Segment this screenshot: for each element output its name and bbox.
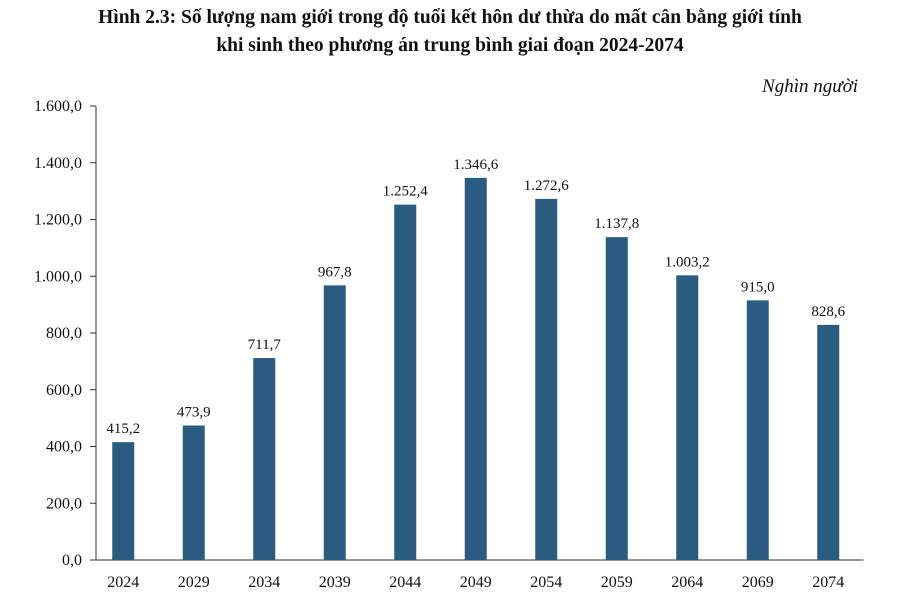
y-tick-label: 1.000,0 [34,268,82,285]
y-tick-label: 1.600,0 [34,98,82,115]
data-label-2074: 828,6 [811,304,845,320]
data-label-2024: 415,2 [106,421,140,437]
data-label-2039: 967,8 [318,264,352,280]
x-tick-label-2044: 2044 [389,574,421,591]
bar-2024 [112,442,135,560]
x-tick-label-2039: 2039 [319,574,351,591]
bar-2074 [817,324,840,560]
bar-2044 [394,204,417,560]
data-label-2069: 915,0 [741,279,775,295]
y-tick-label: 400,0 [46,439,82,456]
bar-2039 [323,285,346,560]
bar-2054 [535,198,558,560]
x-tick-label-2034: 2034 [248,574,280,591]
chart-title-line-2: khi sinh theo phương án trung bình giai … [216,35,684,56]
x-tick-label-2059: 2059 [601,574,633,591]
bar-2029 [182,425,205,560]
chart-title-line-1: Hình 2.3: Số lượng nam giới trong độ tuổ… [98,7,802,28]
y-tick-label: 0,0 [62,552,82,569]
y-tick-label: 200,0 [46,495,82,512]
y-tick-label: 800,0 [46,325,82,342]
data-label-2064: 1.003,2 [665,254,710,270]
x-tick-label-2049: 2049 [460,574,492,591]
y-tick-label: 1.400,0 [34,155,82,172]
y-tick-label: 1.200,0 [34,212,82,229]
unit-label: Nghìn người [762,76,858,97]
x-tick-label-2024: 2024 [107,574,139,591]
data-label-2054: 1.272,6 [524,178,570,194]
bar-2034 [253,358,276,560]
x-tick-label-2064: 2064 [671,574,703,591]
data-label-2049: 1.346,6 [453,157,499,173]
bar-2064 [676,275,699,560]
bar-2049 [464,177,487,560]
data-label-2034: 711,7 [248,337,282,353]
chart-title: Hình 2.3: Số lượng nam giới trong độ tuổ… [0,4,900,60]
x-tick-label-2054: 2054 [530,574,562,591]
bar-2059 [605,237,628,561]
x-tick-label-2029: 2029 [178,574,210,591]
x-tick-label-2074: 2074 [812,574,844,591]
data-label-2059: 1.137,8 [594,216,639,232]
data-label-2029: 473,9 [177,405,211,421]
data-label-2044: 1.252,4 [383,184,429,200]
bar-2069 [746,300,769,560]
y-tick-label: 600,0 [46,382,82,399]
x-tick-label-2069: 2069 [742,574,774,591]
